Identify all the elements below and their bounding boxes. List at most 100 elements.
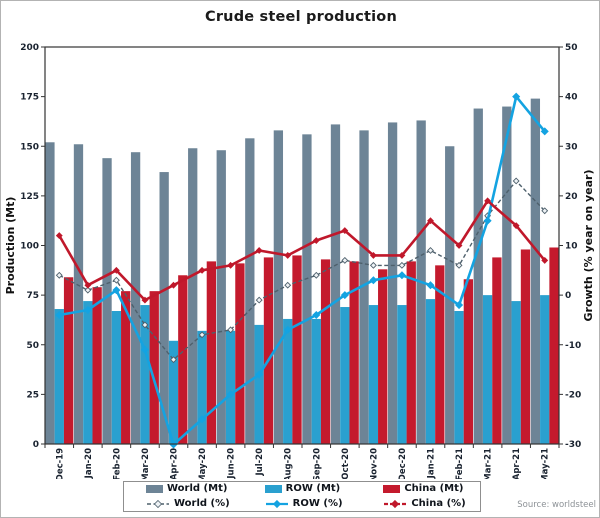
bar-row-Oct-20 xyxy=(340,307,350,444)
bar-world-Apr-20 xyxy=(159,172,169,444)
bar-china-Feb-21 xyxy=(463,279,474,444)
chart-canvas: 0 25 50 75 100 125 150 175 200 -30 -20 -10 0 10 20 30 40… xyxy=(4,43,595,479)
legend-swatch-china-pct xyxy=(383,499,407,509)
y-axis-right-tick-label: -30 xyxy=(565,440,581,450)
bar-world-Sep-20 xyxy=(302,134,312,444)
x-axis-label-May-21: May-21 xyxy=(541,448,551,479)
bar-world-Oct-20 xyxy=(330,124,341,444)
x-axis-label-Dec-19: Dec-19 xyxy=(55,448,65,479)
legend-swatch-row-pct xyxy=(265,499,289,509)
marker-world-Jan-20 xyxy=(84,286,92,294)
marker-world-Mar-20 xyxy=(141,321,149,329)
marker-china-Jan-20 xyxy=(84,281,92,289)
legend-label-world-mt: World (Mt) xyxy=(167,483,228,495)
source-note: Source: worldsteel xyxy=(517,500,596,510)
bar-row-Feb-20 xyxy=(111,311,122,444)
bar-world-Feb-20 xyxy=(102,158,112,444)
bar-china-Mar-20 xyxy=(149,291,159,444)
bar-row-Feb-21 xyxy=(454,311,464,444)
y-axis-left-tick-label: 200 xyxy=(20,43,39,53)
marker-world-Dec-19 xyxy=(55,271,63,279)
marker-world-Feb-20 xyxy=(112,276,120,284)
bar-world-Jun-20 xyxy=(216,150,226,444)
x-axis-label-Sep-20: Sep-20 xyxy=(312,448,322,479)
bar-world-Dec-19 xyxy=(45,142,55,444)
bar-row-Mar-21 xyxy=(482,295,493,445)
marker-china-Apr-20 xyxy=(170,281,177,289)
marker-china-May-21 xyxy=(541,256,549,264)
marker-world-Jun-20 xyxy=(227,326,235,334)
y-axis-right-tick-label: 30 xyxy=(565,142,578,152)
y-axis-right-tick-label: -10 xyxy=(565,341,581,351)
marker-row-Jan-20 xyxy=(83,305,92,315)
x-axis-label-Jun-20: Jun-20 xyxy=(227,448,237,479)
chart-title: Crude steel production xyxy=(204,9,397,25)
line-china-pct xyxy=(58,199,546,302)
marker-world-Aug-20 xyxy=(284,281,292,289)
legend-item-china-mt: China (Mt) xyxy=(361,484,480,494)
y-axis-right-tick-label: 50 xyxy=(565,43,578,53)
bar-world-Dec-20 xyxy=(387,122,398,445)
marker-world-May-21 xyxy=(541,207,549,215)
marker-row-Mar-20 xyxy=(140,345,149,354)
legend-line-sample-icon xyxy=(384,499,407,508)
legend-label-row-pct: ROW (%) xyxy=(292,497,343,509)
bar-china-Jul-20 xyxy=(263,257,274,444)
y-axis-left-tick-label: 100 xyxy=(20,242,39,252)
marker-china-Feb-20 xyxy=(112,266,120,274)
bar-china-Sep-20 xyxy=(320,259,331,444)
marker-row-Feb-21 xyxy=(455,301,464,310)
marker-row-Jul-20 xyxy=(255,370,264,379)
x-axis-label-Apr-20: Apr-20 xyxy=(170,448,180,479)
marker-world-Apr-21 xyxy=(512,177,520,185)
x-axis-label-Oct-20: Oct-20 xyxy=(341,448,351,479)
y-axis-right-title: Growth (% year on year) xyxy=(582,169,595,321)
legend-item-row-pct: ROW (%) xyxy=(243,497,362,509)
marker-row-Jun-20 xyxy=(226,390,235,399)
legend-label-world-pct: World (%) xyxy=(174,497,230,509)
bar-row-Jun-20 xyxy=(225,330,236,444)
bar-china-Jan-20 xyxy=(92,287,102,444)
bar-row-Apr-21 xyxy=(511,301,521,444)
legend-line-sample-icon xyxy=(265,499,288,508)
marker-china-Oct-20 xyxy=(341,227,349,235)
bar-row-May-21 xyxy=(540,295,550,445)
legend-item-world-pct: World (%) xyxy=(124,497,243,509)
x-axis-label-Jan-21: Jan-21 xyxy=(427,448,437,479)
bar-row-Aug-20 xyxy=(283,318,293,444)
bar-world-Mar-20 xyxy=(130,152,141,444)
bar-world-Apr-21 xyxy=(502,106,512,445)
bar-row-Sep-20 xyxy=(311,318,321,444)
x-axis-label-Jan-20: Jan-20 xyxy=(84,448,94,479)
marker-world-Oct-20 xyxy=(341,256,349,264)
bar-world-Jul-20 xyxy=(245,138,255,444)
x-axis-label-Nov-20: Nov-20 xyxy=(369,448,379,479)
marker-china-Jan-21 xyxy=(427,217,434,225)
bar-china-Dec-19 xyxy=(63,277,74,444)
marker-world-May-20 xyxy=(198,331,206,339)
x-axis-label-Apr-21: Apr-21 xyxy=(512,448,522,479)
marker-row-Mar-21 xyxy=(483,216,492,225)
marker-row-Jan-21 xyxy=(426,281,435,290)
y-axis-right-tick-label: 10 xyxy=(565,242,578,252)
legend-swatch-china-mt xyxy=(383,485,401,494)
y-axis-left-tick-label: 50 xyxy=(26,341,39,351)
marker-china-Feb-21 xyxy=(455,242,463,249)
y-axis-left-tick-label: 25 xyxy=(26,390,39,400)
legend-swatch-world-mt xyxy=(146,485,163,494)
marker-row-May-21 xyxy=(540,127,549,136)
bar-world-May-21 xyxy=(530,98,541,445)
bar-china-Apr-20 xyxy=(178,275,188,444)
marker-row-Sep-20 xyxy=(312,310,321,320)
marker-row-Aug-20 xyxy=(283,325,292,334)
bar-row-Dec-20 xyxy=(397,305,407,444)
legend-label-china-mt: China (Mt) xyxy=(404,483,464,495)
marker-row-Dec-19 xyxy=(55,310,64,320)
marker-world-Nov-20 xyxy=(369,261,377,269)
bar-china-May-20 xyxy=(206,261,217,444)
y-axis-left-tick-label: 125 xyxy=(20,192,39,202)
bar-world-May-20 xyxy=(188,148,198,445)
bar-row-Nov-20 xyxy=(368,305,379,444)
bar-china-Oct-20 xyxy=(349,261,359,444)
marker-china-Jul-20 xyxy=(255,247,263,254)
